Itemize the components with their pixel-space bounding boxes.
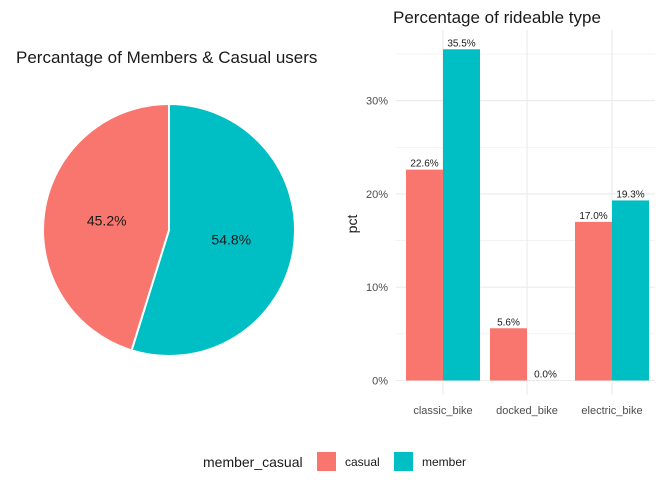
legend-label-member: member: [422, 455, 466, 469]
y-tick-label: 0%: [372, 376, 388, 388]
bar-member-electric_bike: [612, 200, 649, 381]
bar-label-casual-docked_bike: 5.6%: [497, 317, 520, 328]
bar-chart-panel: Percentage of rideable type 0%10%20%30% …: [344, 8, 655, 417]
x-axis-tick-labels: classic_bike docked_bike electric_bike: [413, 405, 642, 417]
y-tick-label: 30%: [366, 96, 388, 108]
pie-chart-panel: Percantage of Members & Casual users 54.…: [16, 48, 317, 357]
bar-casual-electric_bike: [575, 221, 612, 381]
legend-swatch-member: [394, 452, 413, 471]
bar-data-labels: 22.6% 35.5% 5.6% 0.0% 17.0% 19.3%: [410, 38, 644, 380]
bar-chart-title: Percentage of rideable type: [393, 8, 601, 27]
y-axis-title: pct: [344, 215, 360, 234]
bar-label-member-classic_bike: 35.5%: [447, 38, 475, 49]
x-tick-label: docked_bike: [496, 405, 558, 417]
legend-title: member_casual: [203, 454, 303, 470]
bar-casual-docked_bike: [490, 328, 527, 381]
bar-label-casual-electric_bike: 17.0%: [579, 211, 607, 222]
bar-label-member-docked_bike: 0.0%: [534, 370, 557, 381]
pie-chart-title: Percantage of Members & Casual users: [16, 48, 317, 67]
y-tick-label: 20%: [366, 189, 388, 201]
legend-swatch-casual: [317, 452, 336, 471]
pie-label-casual: 45.2%: [87, 213, 127, 229]
y-tick-label: 10%: [366, 282, 388, 294]
bar-member-classic_bike: [443, 49, 480, 381]
bar-label-casual-classic_bike: 22.6%: [410, 159, 438, 170]
pie-slice-member: [130, 102, 296, 357]
x-tick-label: electric_bike: [581, 405, 642, 417]
bar-label-member-electric_bike: 19.3%: [616, 189, 644, 200]
legend: member_casual casual member: [203, 452, 466, 471]
bar-casual-classic_bike: [406, 169, 443, 381]
legend-label-casual: casual: [345, 455, 380, 469]
x-tick-label: classic_bike: [413, 405, 472, 417]
pie-slice-casual: [42, 102, 170, 352]
pie-slices: [42, 102, 296, 357]
y-axis-tick-labels: 0% 10% 20% 30%: [366, 96, 388, 388]
bar-marks: [406, 49, 649, 381]
pie-label-member: 54.8%: [211, 231, 251, 247]
pie-labels: 54.8% 45.2%: [87, 213, 251, 248]
